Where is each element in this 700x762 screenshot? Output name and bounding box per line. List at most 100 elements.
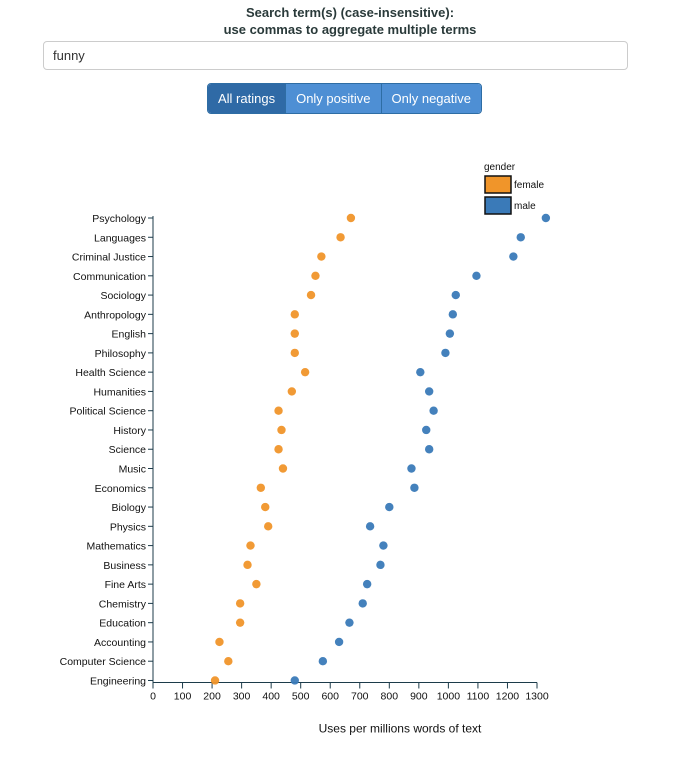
search-title-line2: use commas to aggregate multiple terms xyxy=(223,22,477,37)
female-data-point xyxy=(317,252,326,261)
male-data-point xyxy=(509,252,518,261)
y-tick-label: Fine Arts xyxy=(105,579,146,591)
female-data-point xyxy=(235,599,245,608)
y-tick-label: Philosophy xyxy=(95,348,147,360)
x-tick-label: 1200 xyxy=(496,690,520,702)
legend-swatch-female xyxy=(484,175,512,194)
male-data-point xyxy=(290,676,299,685)
x-tick-label: 900 xyxy=(410,690,428,702)
male-data-point xyxy=(385,502,394,512)
y-tick-label: Music xyxy=(119,464,146,476)
y-tick-label: Engineering xyxy=(90,675,146,687)
male-data-point xyxy=(379,541,388,550)
y-tick-label: Psychology xyxy=(92,213,146,225)
male-data-point xyxy=(416,367,425,377)
y-tick-label: Anthropology xyxy=(84,309,147,321)
male-data-point xyxy=(318,657,328,666)
y-tick-label: Computer Science xyxy=(60,656,147,668)
male-data-point xyxy=(362,579,372,589)
female-data-point xyxy=(287,387,297,396)
male-data-point xyxy=(345,618,354,627)
female-data-point xyxy=(261,502,270,512)
x-tick-label: 700 xyxy=(351,690,369,702)
male-data-point xyxy=(358,599,367,608)
y-tick-label: Chemistry xyxy=(99,598,147,610)
male-data-point xyxy=(451,290,460,300)
x-tick-label: 300 xyxy=(233,690,251,702)
female-data-point xyxy=(336,233,345,242)
female-data-point xyxy=(264,522,273,531)
male-data-point xyxy=(407,464,416,473)
y-tick-label: English xyxy=(112,329,147,341)
y-tick-label: Political Science xyxy=(70,406,147,418)
rating-filter-group: All ratings Only positive Only negative xyxy=(207,83,482,114)
female-data-point xyxy=(256,483,266,492)
female-data-point xyxy=(306,290,316,300)
x-tick-label: 500 xyxy=(292,690,310,702)
female-data-point xyxy=(215,637,224,647)
y-tick-label: Physics xyxy=(110,521,146,533)
legend-swatch-male xyxy=(484,196,512,215)
female-data-point xyxy=(290,348,299,358)
female-data-point xyxy=(246,541,255,550)
male-data-point xyxy=(429,406,438,415)
x-tick-label: 1300 xyxy=(525,690,549,702)
female-data-point xyxy=(277,425,286,435)
x-tick-label: 1000 xyxy=(437,690,461,702)
y-tick-label: Communication xyxy=(73,271,146,283)
all-ratings-button[interactable]: All ratings xyxy=(208,84,287,113)
y-tick-label: Mathematics xyxy=(86,541,146,553)
y-tick-label: Business xyxy=(103,560,146,572)
male-data-point xyxy=(334,637,344,647)
female-data-point xyxy=(290,310,299,319)
male-data-point xyxy=(516,233,525,242)
female-data-point xyxy=(243,560,252,570)
female-data-point xyxy=(290,329,299,338)
y-tick-label: Health Science xyxy=(75,367,146,379)
legend-label-female: female xyxy=(514,180,544,191)
only-negative-button[interactable]: Only negative xyxy=(381,84,481,113)
search-instructions: Search term(s) (case-insensitive): use c… xyxy=(0,4,700,38)
female-data-point xyxy=(224,657,233,666)
x-tick-label: 600 xyxy=(321,690,339,702)
male-data-point xyxy=(448,310,458,319)
male-data-point xyxy=(441,348,450,358)
x-tick-label: 1100 xyxy=(467,690,490,702)
legend-label-male: male xyxy=(514,201,536,212)
female-data-point xyxy=(252,579,261,589)
legend-title: gender xyxy=(484,162,516,173)
only-positive-button[interactable]: Only positive xyxy=(286,84,382,113)
y-tick-label: Economics xyxy=(95,483,146,495)
male-data-point xyxy=(422,425,431,435)
male-data-point xyxy=(445,329,455,338)
female-data-point xyxy=(274,406,283,415)
male-data-point xyxy=(541,213,551,223)
search-input[interactable] xyxy=(43,41,628,70)
female-data-point xyxy=(300,367,310,377)
male-data-point xyxy=(424,387,434,396)
female-data-point xyxy=(311,271,320,281)
female-data-point xyxy=(235,618,245,627)
y-tick-label: Humanities xyxy=(93,386,146,398)
female-data-point xyxy=(346,213,356,223)
y-tick-label: Biology xyxy=(112,502,147,514)
x-tick-label: 100 xyxy=(174,690,192,702)
male-data-point xyxy=(410,483,419,492)
y-tick-label: History xyxy=(113,425,146,437)
male-data-point xyxy=(424,445,434,454)
male-data-point xyxy=(376,560,385,570)
female-data-point xyxy=(274,445,283,454)
x-tick-label: 400 xyxy=(262,690,280,702)
x-tick-label: 0 xyxy=(150,690,156,702)
y-tick-label: Accounting xyxy=(94,637,146,649)
female-data-point xyxy=(210,676,220,685)
y-tick-label: Science xyxy=(109,444,147,456)
x-tick-label: 800 xyxy=(381,690,399,702)
y-tick-label: Education xyxy=(99,618,146,630)
x-axis-title: Uses per millions words of text xyxy=(319,721,482,735)
male-data-point xyxy=(365,522,375,531)
y-tick-label: Sociology xyxy=(100,290,146,302)
female-data-point xyxy=(278,464,288,473)
x-tick-label: 200 xyxy=(203,690,221,702)
